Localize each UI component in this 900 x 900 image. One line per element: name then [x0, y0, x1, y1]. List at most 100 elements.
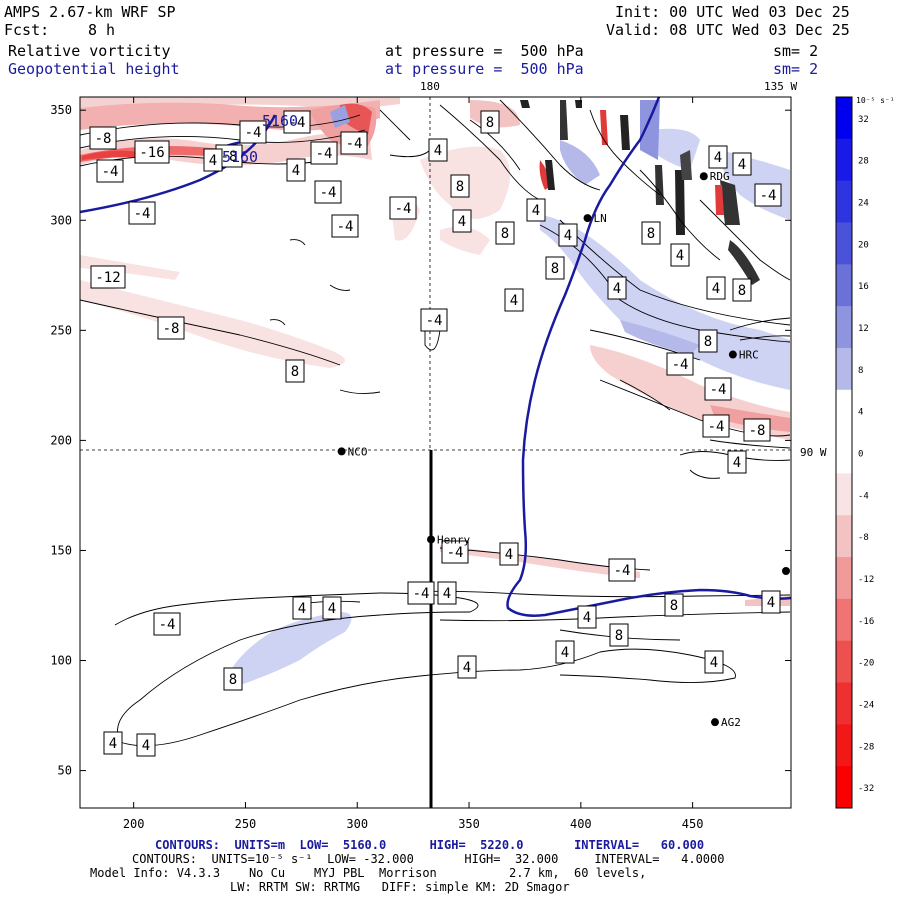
colorbar-label: 20 [858, 240, 869, 250]
vorticity-label: 4 [510, 293, 518, 309]
vorticity-label: 4 [561, 645, 569, 661]
vorticity-label: -4 [447, 545, 464, 561]
vorticity-label: -4 [708, 419, 725, 435]
vorticity-shading [80, 97, 790, 685]
vorticity-label: 4 [733, 455, 741, 471]
colorbar-label: -4 [858, 491, 869, 501]
vorticity-label-box [666, 352, 694, 376]
vorticity-label: 8 [670, 598, 678, 614]
y-tick-label: 200 [50, 433, 72, 447]
vorticity-label: 4 [109, 736, 117, 752]
vorticity-label-box [437, 581, 457, 605]
vorticity-label: 8 [486, 115, 494, 131]
station-label: LN [594, 212, 607, 225]
vorticity-label-box [292, 596, 312, 620]
vorticity-label: -4 [320, 185, 337, 201]
vorticity-label: 4 [298, 601, 306, 617]
colorbar-label: -12 [858, 575, 874, 585]
vorticity-label: 8 [704, 334, 712, 350]
vorticity-label-box [558, 223, 578, 247]
model-title: AMPS 2.67-km WRF SP [4, 3, 176, 21]
vorticity-label: 4 [710, 655, 718, 671]
station-marker [699, 172, 708, 181]
station-label: HRC [739, 349, 759, 362]
vorticity-label-box [607, 276, 627, 300]
colorbar-label: 0 [858, 450, 863, 460]
valid-time: Valid: 08 UTC Wed 03 Dec 25 [606, 21, 850, 39]
colorbar-segment [836, 222, 852, 265]
vorticity-label: 4 [505, 547, 513, 563]
colorbar-label: -8 [858, 533, 869, 543]
vorticity-label-box [609, 623, 629, 647]
vorticity-label-box [499, 542, 519, 566]
colorbar-label: 28 [858, 157, 869, 167]
vorticity-label-box [420, 308, 448, 332]
vorticity-label-box [698, 329, 718, 353]
station-marker [337, 447, 346, 456]
colorbar-segment [836, 682, 852, 725]
vorticity-label: -4 [316, 146, 333, 162]
vorticity-label: -4 [245, 125, 262, 141]
vorticity-label-box [128, 201, 156, 225]
field2-level: at pressure = 500 hPa [385, 60, 584, 78]
colorbar-segment [836, 598, 852, 642]
colorbar-label: -20 [858, 659, 874, 669]
station-marker [782, 567, 790, 575]
vorticity-label-box [310, 141, 338, 165]
station-marker [710, 718, 719, 727]
station-label: AG2 [721, 716, 741, 729]
field1-name: Relative vorticity [8, 42, 171, 60]
colorbar-label: 24 [858, 199, 869, 209]
vorticity-label-box [664, 593, 684, 617]
vorticity-label: -8 [163, 321, 180, 337]
station-marker [427, 535, 436, 544]
vorticity-label: 4 [463, 660, 471, 676]
vorticity-label-box [608, 558, 636, 582]
vorticity-label: 4 [532, 203, 540, 219]
vorticity-label: 8 [229, 672, 237, 688]
vorticity-label-box [153, 612, 181, 636]
vorticity-label: 8 [551, 261, 559, 277]
vorticity-label-box [526, 198, 546, 222]
vorticity-label-box [389, 196, 417, 220]
field2-smoothing: sm= 2 [773, 60, 819, 78]
y-tick-label: 300 [50, 213, 72, 227]
colorbar-label: -32 [858, 784, 874, 794]
vorticity-label-box [670, 243, 690, 267]
vorticity-label: -4 [337, 219, 354, 235]
contour-labels: -8 -16 -4 -4 -12 -8 8 -4 -8 -4 4 -4 -4 -4 4 -4 -4 4 8 4 8 -4 8… [89, 110, 782, 757]
vorticity-label: 4 [142, 738, 150, 754]
field1-smoothing: sm= 2 [773, 42, 819, 60]
vorticity-label-box [203, 148, 223, 172]
vorticity-label-box [641, 221, 661, 245]
vorticity-label-box [239, 120, 267, 144]
vorticity-label: 4 [712, 281, 720, 297]
vorticity-label-box [136, 733, 156, 757]
vorticity-label-box [577, 605, 597, 629]
colorbar-segment [836, 264, 852, 307]
colorbar-label: 4 [858, 408, 863, 418]
vorticity-label: -4 [614, 563, 631, 579]
vorticity-label-box [702, 414, 730, 438]
vorticity-label-box [407, 581, 435, 605]
vorticity-label-box [286, 158, 306, 182]
station-label: Henry [437, 533, 470, 546]
longitude-135w-label: 135 W [764, 80, 798, 93]
station-marker [728, 350, 737, 359]
x-tick-label: 350 [458, 817, 480, 831]
vorticity-label: 4 [714, 150, 722, 166]
vorticity-label: 4 [767, 595, 775, 611]
colorbar-label: -16 [858, 617, 874, 627]
colorbar-segment [836, 473, 852, 516]
vorticity-label-box [134, 140, 170, 164]
vorticity-label-box [457, 655, 477, 679]
colorbar-label: 32 [858, 115, 869, 125]
vorticity-label: 4 [583, 610, 591, 626]
vorticity-label: -8 [221, 149, 238, 165]
footer-height-contours: CONTOURS: UNITS=m LOW= 5160.0 HIGH= 5220… [155, 838, 705, 852]
longitude-90w-label: 90 W [800, 446, 827, 459]
vorticity-label: 4 [292, 163, 300, 179]
vorticity-label: -4 [760, 188, 777, 204]
vorticity-label: -8 [749, 423, 766, 439]
vorticity-label-box [706, 276, 726, 300]
